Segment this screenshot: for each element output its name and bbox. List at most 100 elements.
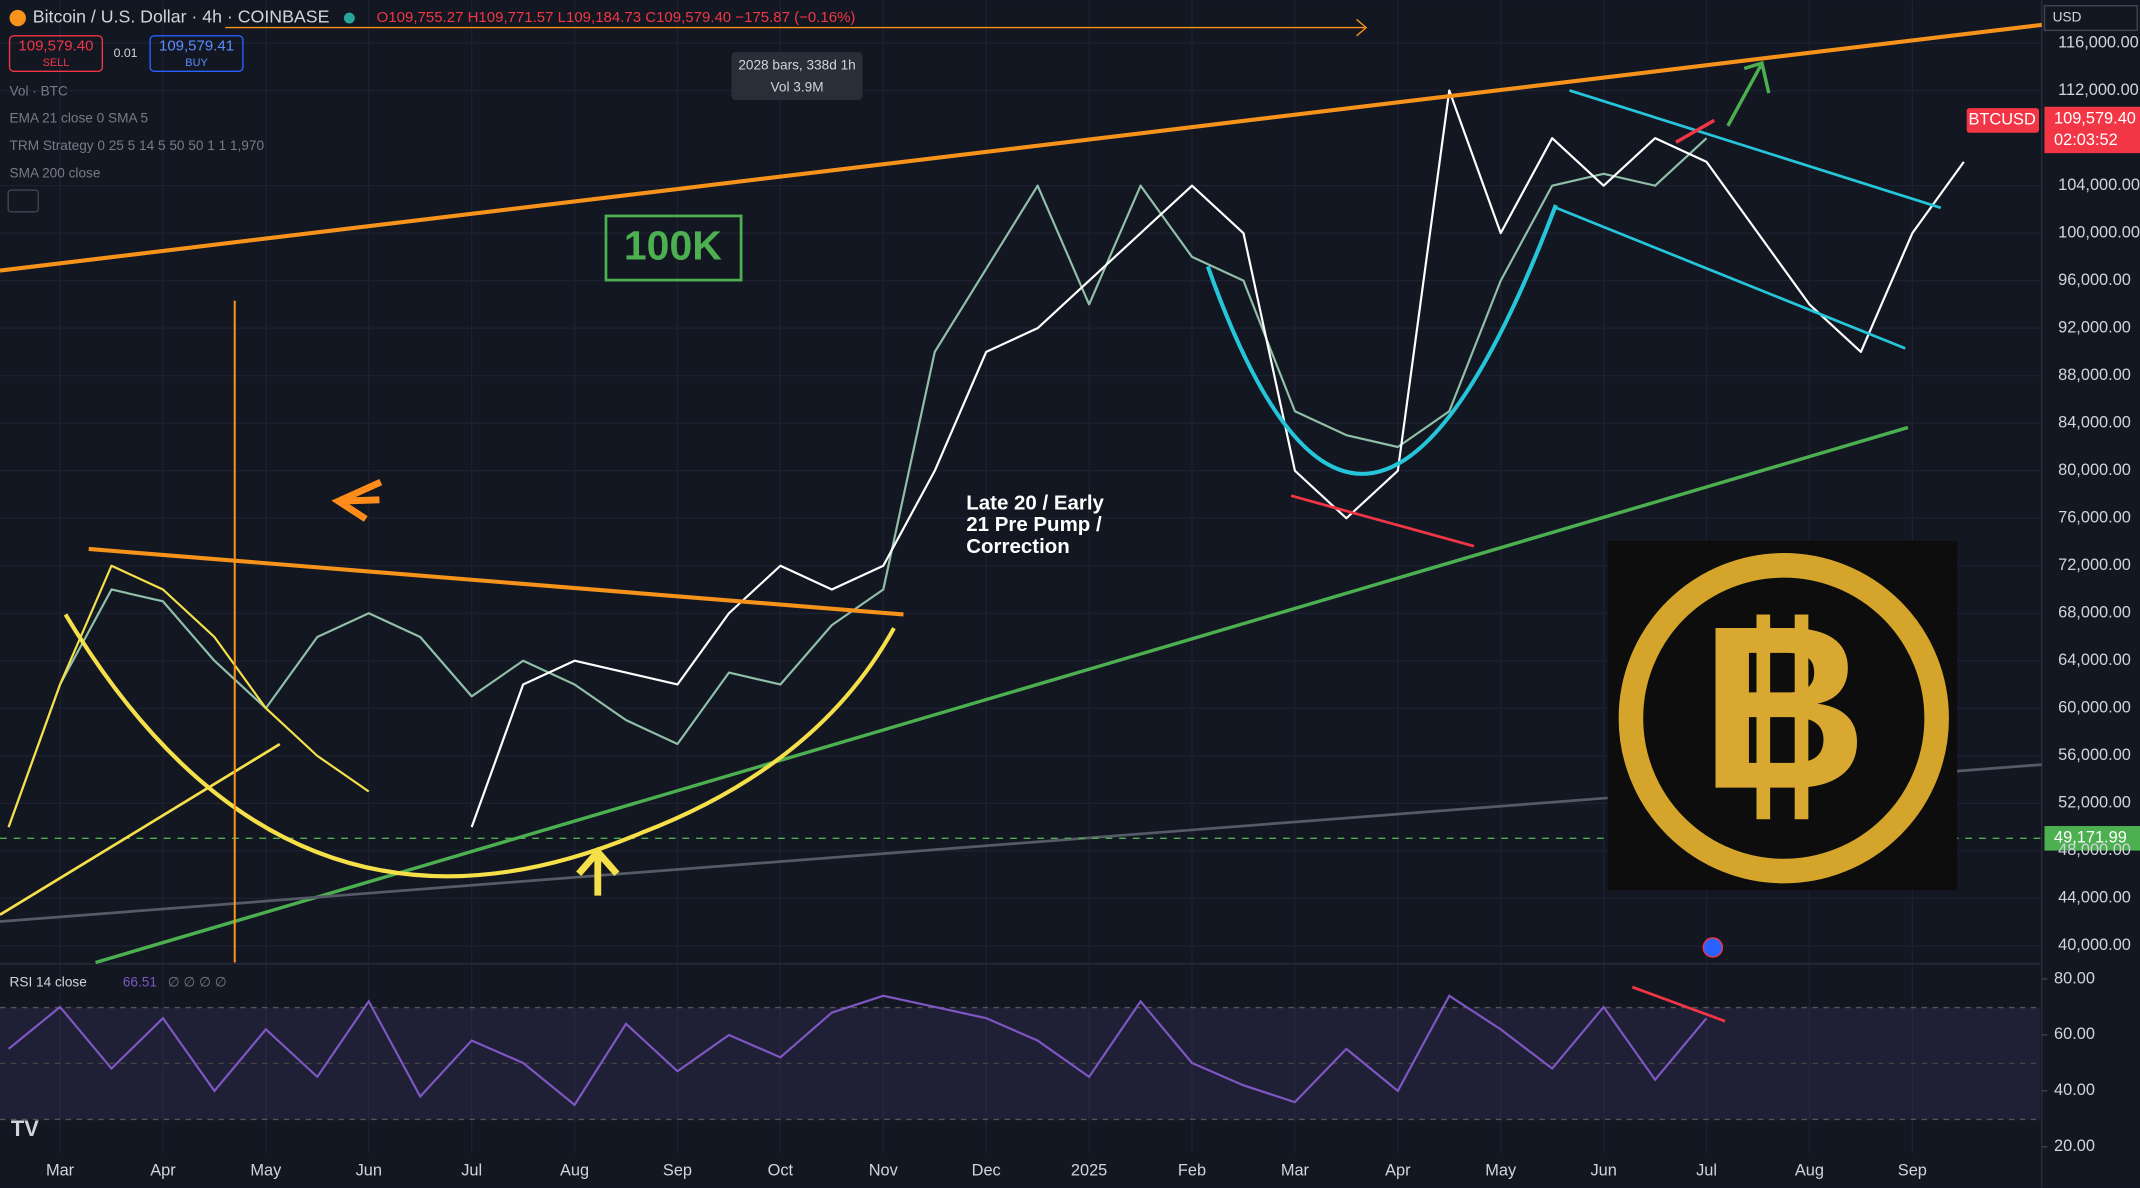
indicator[interactable]: EMA 21 close 0 SMA 5 xyxy=(10,111,149,126)
grid xyxy=(0,0,2041,1154)
x-tick-label: May xyxy=(250,1162,282,1180)
x-tick-label: Apr xyxy=(150,1162,176,1180)
y-tick-label: 48,000.00 xyxy=(2058,841,2131,859)
y-tick-label: 88,000.00 xyxy=(2058,366,2131,384)
cup-curve xyxy=(63,613,896,879)
annotation-text: 100K xyxy=(624,223,722,269)
ohlc: O109,755.27 H109,771.57 L109,184.73 C109… xyxy=(377,9,856,26)
indicator[interactable]: TRM Strategy 0 25 5 14 5 50 50 1 1 1,970 xyxy=(10,138,265,153)
divergence-line xyxy=(1290,494,1475,548)
symbol-label: BTCUSD xyxy=(1969,111,2036,129)
channel-line xyxy=(1555,206,1906,350)
x-tick-label: Feb xyxy=(1178,1162,1206,1180)
rsi-tick-label: 80.00 xyxy=(2054,969,2095,987)
divergence-line xyxy=(1675,118,1716,144)
y-tick-label: 68,000.00 xyxy=(2058,604,2131,622)
sell-button[interactable] xyxy=(8,35,104,72)
x-tick-label: Jun xyxy=(356,1162,382,1180)
y-tick-label: 52,000.00 xyxy=(2058,794,2131,812)
trendline xyxy=(0,742,281,916)
y-tick-label: 60,000.00 xyxy=(2058,699,2131,717)
rsi-label: RSI 14 close xyxy=(10,975,87,990)
range-arrow xyxy=(1356,18,1368,37)
collapse-button[interactable] xyxy=(7,189,39,213)
x-tick-label: Jul xyxy=(461,1162,482,1180)
y-tick-label: 76,000.00 xyxy=(2058,509,2131,527)
status-dot xyxy=(343,12,355,24)
y-tick-label: 56,000.00 xyxy=(2058,746,2131,764)
trendline xyxy=(88,546,904,617)
divergence-line xyxy=(1631,985,1726,1023)
x-tick-label: Sep xyxy=(1898,1162,1927,1180)
y-tick-label: 104,000.00 xyxy=(2058,176,2140,194)
x-tick-label: Mar xyxy=(1281,1162,1310,1180)
x-tick-label: Dec xyxy=(972,1162,1001,1180)
spread: 0.01 xyxy=(114,46,138,60)
arrow xyxy=(1726,60,1771,127)
tv-logo: TV xyxy=(11,1116,39,1141)
last-price: 109,579.40 xyxy=(2054,109,2136,127)
y-tick-label: 96,000.00 xyxy=(2058,271,2131,289)
rsi-tick-label: 60.00 xyxy=(2054,1025,2095,1043)
y-tick-label: 112,000.00 xyxy=(2058,81,2139,99)
y-tick-label: 44,000.00 xyxy=(2058,889,2131,907)
rsi-value: 66.51 xyxy=(123,975,157,990)
currency-box[interactable] xyxy=(2043,5,2138,32)
series-layer xyxy=(7,89,1965,1107)
logo-symbol: B xyxy=(1700,579,1868,838)
level-price: 49,171.99 xyxy=(2054,829,2127,847)
currency: USD xyxy=(2053,10,2082,25)
x-tick-label: Aug xyxy=(1795,1162,1824,1180)
x-tick-label: May xyxy=(1485,1162,1517,1180)
level-badge xyxy=(2044,826,2140,851)
arrow xyxy=(331,478,383,522)
x-tick-label: Jun xyxy=(1590,1162,1616,1180)
y-tick-label: 72,000.00 xyxy=(2058,556,2131,574)
indicator[interactable]: SMA 200 close xyxy=(10,165,101,180)
y-tick-label: 116,000.00 xyxy=(2058,33,2139,51)
cup-curve xyxy=(1205,204,1558,476)
y-tick-label: 84,000.00 xyxy=(2058,414,2131,432)
indicator[interactable]: Vol · BTC xyxy=(10,83,68,98)
rsi-line xyxy=(7,994,1708,1107)
logo-ring xyxy=(1618,553,1949,884)
trendline xyxy=(0,22,2042,273)
last-price-badge xyxy=(2044,106,2140,154)
rsi-tick-label: 40.00 xyxy=(2054,1081,2095,1099)
x-tick-label: Apr xyxy=(1385,1162,1411,1180)
y-tick-label: 80,000.00 xyxy=(2058,461,2131,479)
symbol-icon xyxy=(9,9,26,27)
x-tick-label: Nov xyxy=(869,1162,899,1180)
sell-price: 109,579.40 xyxy=(18,38,93,55)
y-tick-label: 92,000.00 xyxy=(2058,318,2131,336)
buy-button[interactable] xyxy=(149,35,244,72)
tooltip-text: 2028 bars, 338d 1h xyxy=(738,57,855,72)
x-tick-label: Jul xyxy=(1696,1162,1717,1180)
arrow xyxy=(576,846,620,896)
x-tick-label: Oct xyxy=(768,1162,794,1180)
price-line xyxy=(7,137,1708,828)
price-line xyxy=(7,564,370,828)
symbol-badge xyxy=(1966,108,2040,133)
countdown: 02:03:52 xyxy=(2054,131,2118,149)
x-tick-label: Mar xyxy=(46,1162,75,1180)
channel-line xyxy=(1569,89,1942,210)
annotation-text: 21 Pre Pump / xyxy=(966,513,1102,536)
x-tick-label: Sep xyxy=(663,1162,692,1180)
sell-label: SELL xyxy=(43,57,70,69)
annotation-text: Correction xyxy=(966,535,1070,558)
y-tick-label: 100,000.00 xyxy=(2058,223,2140,241)
annotation-text: Late 20 / Early xyxy=(966,491,1104,514)
bitcoin-logo: B xyxy=(1607,540,1958,891)
tooltip-text: Vol 3.9M xyxy=(771,79,824,94)
buy-label: BUY xyxy=(185,57,208,69)
y-tick-label: 40,000.00 xyxy=(2058,936,2131,954)
x-tick-label: Aug xyxy=(560,1162,589,1180)
x-tick-label: 2025 xyxy=(1071,1162,1107,1180)
y-tick-label: 64,000.00 xyxy=(2058,651,2131,669)
buy-price: 109,579.41 xyxy=(159,38,234,55)
rsi-extra: ∅ ∅ ∅ ∅ xyxy=(168,975,227,990)
event-icon[interactable] xyxy=(1702,937,1724,958)
annotation-box xyxy=(604,214,743,282)
